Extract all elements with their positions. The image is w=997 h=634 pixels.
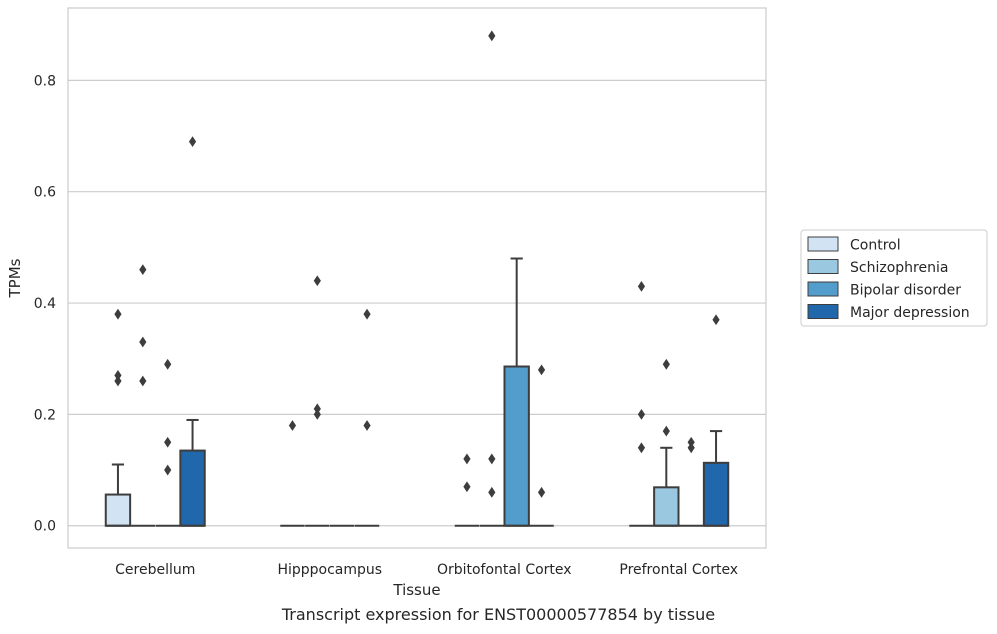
figure-caption: Transcript expression for ENST0000057785…	[281, 605, 716, 624]
legend-frame	[800, 229, 988, 327]
y-tick-label: 0.8	[34, 73, 56, 89]
outlier-point	[637, 442, 646, 454]
boxes	[104, 257, 730, 527]
legend-label: Major depression	[850, 305, 970, 321]
outlier-point	[662, 425, 670, 437]
outlier-point	[114, 375, 122, 387]
outlier-point	[363, 308, 371, 320]
y-tick-label: 0.2	[34, 407, 56, 423]
outlier-point	[463, 453, 471, 465]
gridlines	[68, 79, 766, 527]
x-axis-title: Tissue	[392, 581, 440, 599]
outlier-point	[637, 280, 646, 292]
outlier-point	[288, 420, 297, 431]
legend-label: Schizophrenia	[850, 260, 948, 276]
box	[179, 449, 206, 527]
outlier-point	[164, 464, 172, 476]
y-tick-label: 0.0	[34, 519, 56, 535]
x-axis-ticks: Cerebellum Hipppocampus Orbitofontal Corte…	[115, 562, 738, 578]
legend: Control Schizophrenia Bipolar disorder Majo…	[800, 229, 988, 327]
outlier-point	[488, 30, 496, 42]
legend-label: Control	[850, 238, 901, 254]
outlier-point	[139, 375, 147, 387]
x-tick-label: Prefrontal Cortex	[619, 562, 738, 578]
outlier-point	[537, 364, 546, 376]
outlier-point	[488, 453, 496, 465]
outlier-point	[139, 264, 147, 276]
outlier-point	[363, 420, 371, 431]
box	[653, 486, 680, 527]
outlier-point	[712, 314, 720, 326]
outlier-point	[687, 442, 695, 454]
box	[503, 365, 530, 527]
outliers	[114, 30, 720, 498]
outlier-point	[188, 136, 197, 148]
outlier-point	[313, 408, 321, 420]
plot-area-frame	[67, 7, 767, 549]
outlier-point	[164, 358, 172, 370]
box-plot-chart: 0.0 0.2 0.4 0.6 0.8 Cerebellum Hipppocampus Or…	[6, 7, 988, 599]
outlier-point	[114, 370, 122, 381]
outlier-point	[313, 275, 321, 287]
outlier-point	[662, 358, 670, 370]
outlier-point	[164, 436, 172, 448]
box	[702, 461, 730, 527]
outlier-point	[114, 308, 122, 320]
outlier-point	[488, 486, 496, 498]
outlier-point	[537, 486, 546, 498]
outlier-point	[637, 408, 646, 420]
outlier-point	[313, 403, 321, 415]
x-tick-label: Cerebellum	[115, 562, 195, 578]
legend-swatch	[807, 236, 839, 252]
y-axis-ticks: 0.0 0.2 0.4 0.6 0.8	[34, 73, 56, 534]
outlier-point	[687, 436, 695, 448]
outlier-point	[139, 336, 147, 348]
y-tick-label: 0.4	[34, 296, 56, 312]
legend-swatch	[807, 259, 839, 274]
box	[104, 493, 132, 527]
y-tick-label: 0.6	[34, 185, 56, 201]
outlier-point	[463, 481, 471, 493]
legend-swatch	[807, 281, 839, 297]
legend-swatch	[807, 304, 839, 319]
x-tick-label: Orbitofontal Cortex	[437, 562, 572, 578]
legend-label: Bipolar disorder	[850, 283, 961, 299]
x-tick-label: Hipppocampus	[277, 562, 382, 578]
y-axis-title: TPMs	[6, 258, 24, 298]
